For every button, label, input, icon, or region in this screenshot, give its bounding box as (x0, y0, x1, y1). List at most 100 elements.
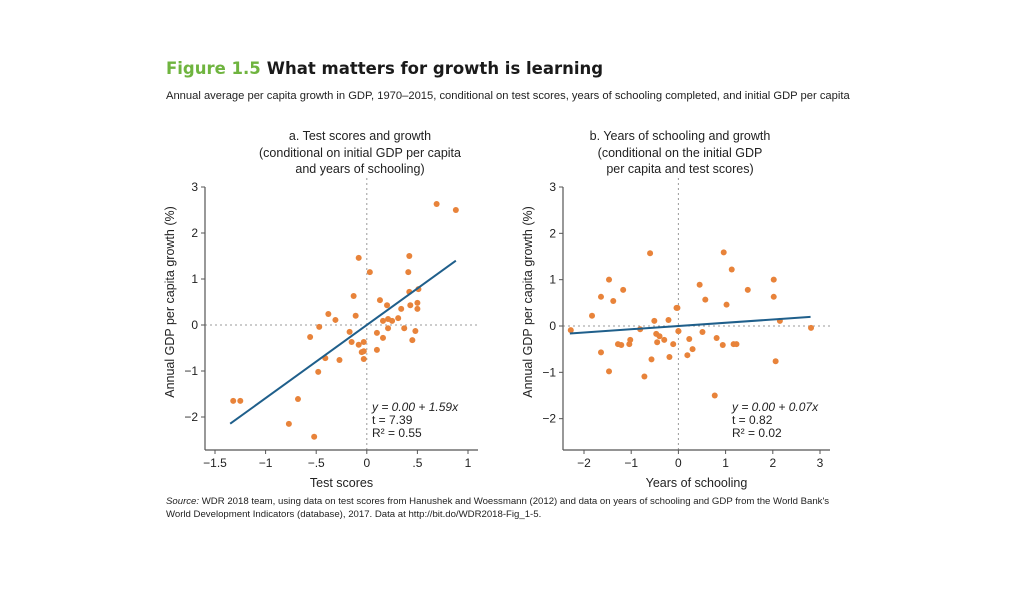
panel-b-x-tick-label: 0 (675, 456, 682, 470)
figure-subtitle: Annual average per capita growth in GDP,… (166, 90, 850, 102)
panel-a-x-tick-label: .5 (412, 456, 422, 470)
panel-b-data-point (728, 266, 735, 273)
panel-b-data-point (720, 249, 727, 256)
panel-b-data-point (689, 346, 696, 353)
panel-b-data-point (711, 392, 718, 399)
panel-b-data-point (620, 286, 627, 293)
panel-a-data-point (389, 317, 396, 324)
panel-b-data-point (674, 304, 681, 311)
panel-b-title-line: (conditional on the initial GDP (597, 145, 763, 160)
panel-b-equation: y = 0.00 + 0.07x (732, 400, 819, 414)
panel-b-data-point (696, 281, 703, 288)
panel-b-y-tick-label: 3 (549, 180, 556, 194)
panel-a-title-line: (conditional on initial GDP per capita (259, 145, 461, 160)
panel-a-data-point (401, 325, 408, 332)
panel-b-data-point (723, 301, 730, 308)
panel-a-data-point (346, 328, 353, 335)
panel-b-data-point (648, 356, 655, 363)
panel-a-x-tick-label: 0 (363, 456, 370, 470)
panel-b-x-tick-label: 2 (769, 456, 776, 470)
panel-a-data-point (379, 317, 386, 324)
panel-b-data-point (666, 354, 673, 361)
panel-a-stats: y = 0.00 + 1.59x t = 7.39 R² = 0.55 (372, 401, 458, 440)
panel-a-x-tick-label: −1 (259, 456, 273, 470)
panel-a-data-point (336, 356, 343, 363)
panel-a-data-point (311, 433, 318, 440)
panel-b-data-point (744, 286, 751, 293)
panel-a-title: a. Test scores and growth (conditional o… (210, 128, 510, 178)
panel-a-data-point (237, 397, 244, 404)
panel-b-y-tick-label: 1 (549, 273, 556, 287)
panel-a-data-point (355, 341, 362, 348)
panel-b-t-stat: t = 0.82 (732, 413, 773, 427)
panel-a-data-point (360, 348, 367, 355)
panel-a-equation: y = 0.00 + 1.59x (372, 400, 459, 414)
source-text: WDR 2018 team, using data on test scores… (166, 496, 830, 520)
panel-a-data-point (414, 299, 421, 306)
panel-a-t-stat: t = 7.39 (372, 413, 413, 427)
panel-b-data-point (656, 333, 663, 340)
panel-a-fit-line (229, 259, 457, 425)
panel-a-x-tick-label: 1 (465, 456, 472, 470)
panel-a-data-point (315, 368, 322, 375)
panel-b-fit-line (569, 315, 811, 335)
panel-b-data-point (670, 341, 677, 348)
panel-b-y-tick-label: −2 (542, 412, 556, 426)
panel-a-y-tick-label: 1 (191, 272, 198, 286)
panel-a-data-point (350, 293, 357, 300)
panel-b-data-point (808, 324, 815, 331)
panel-a-data-point (285, 420, 292, 427)
panel-b-data-point (675, 328, 682, 335)
figure-name: What matters for growth is learning (266, 59, 604, 78)
panel-a-data-point (294, 396, 301, 403)
panel-a-y-tick-label: −2 (184, 410, 198, 424)
panel-b-x-tick-label: −2 (577, 456, 591, 470)
panel-a-data-point (433, 201, 440, 208)
panel-a-title-line: a. Test scores and growth (288, 129, 432, 143)
panel-a-data-point (407, 302, 414, 309)
panel-a-data-point (395, 315, 402, 322)
panel-a-data-point (360, 339, 367, 346)
panel-b-data-point (651, 317, 658, 324)
panel-b-data-point (686, 335, 693, 342)
panel-a-y-axis-label: Annual GDP per capita growth (%) (163, 206, 177, 398)
panel-a-data-point (332, 316, 339, 323)
panel-b-data-point (589, 312, 596, 319)
panel-a-x-tick-label: −.5 (308, 456, 325, 470)
panel-b-data-point (654, 339, 661, 346)
panel-b-data-point (567, 327, 574, 334)
panel-b-data-point (770, 293, 777, 300)
panel-b-x-tick-label: −1 (624, 456, 638, 470)
panel-a-data-point (384, 302, 391, 309)
panel-a-y-tick-label: 3 (191, 180, 198, 194)
panel-a-data-point (366, 269, 373, 276)
panel-a-data-point (376, 297, 383, 304)
panel-b-data-point (772, 358, 779, 365)
panel-b-title-line: per capita and test scores) (606, 162, 754, 176)
panel-b-y-tick-label: 0 (549, 319, 556, 333)
panel-b-data-point (647, 250, 654, 257)
panel-a-data-point (412, 327, 419, 334)
panel-a-data-point (385, 325, 392, 332)
panel-b-data-point (606, 276, 613, 283)
panel-a-y-tick-label: 2 (191, 226, 198, 240)
panel-b-title-line: b. Years of schooling and growth (589, 129, 771, 143)
panel-b-title: b. Years of schooling and growth (condit… (530, 128, 830, 178)
panel-a-y-tick-label: 0 (191, 318, 198, 332)
panel-a-r2: R² = 0.55 (372, 426, 422, 440)
panel-b-data-point (618, 341, 625, 348)
panel-b-data-point (641, 373, 648, 380)
panel-b-data-point (606, 368, 613, 375)
panel-a-data-point (373, 329, 380, 336)
panel-a-data-point (405, 269, 412, 276)
panel-b-y-tick-label: 2 (549, 226, 556, 240)
panel-b-data-point (665, 316, 672, 323)
panel-b-data-point (702, 296, 709, 303)
panel-b-data-point (770, 276, 777, 283)
panel-a-data-point (325, 310, 332, 317)
panel-b-data-point (610, 297, 617, 304)
panel-b-y-tick-label: −1 (542, 365, 556, 379)
panel-b-r2: R² = 0.02 (732, 426, 782, 440)
panel-a-data-point (379, 334, 386, 341)
panel-b-data-point (713, 335, 720, 342)
